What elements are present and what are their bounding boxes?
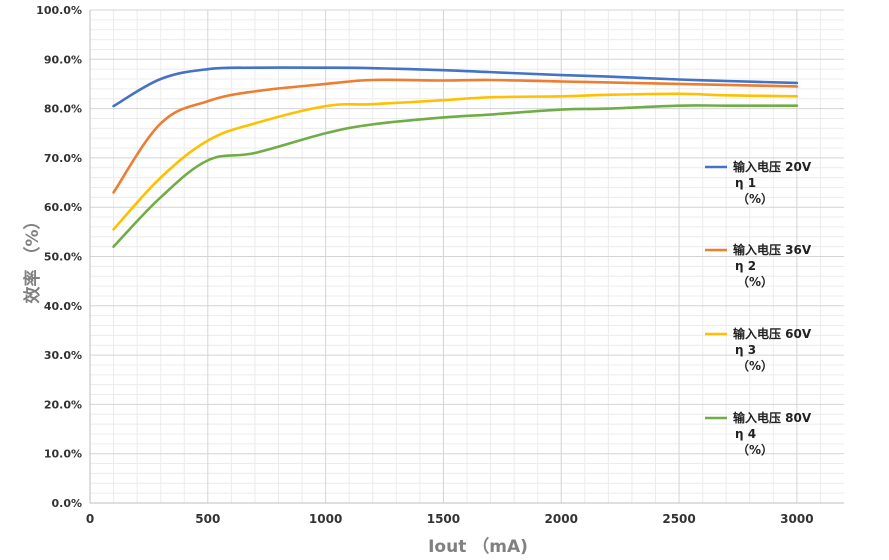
series-line-1 [112, 66, 799, 108]
series-line-2 [112, 78, 799, 194]
legend-sublabel-1: η 1 [735, 176, 756, 190]
x-tick-label: 2500 [662, 512, 695, 526]
y-tick-label: 70.0% [44, 152, 82, 165]
y-tick-label: 20.0% [44, 398, 82, 411]
x-axis-title: Iout （mA) [428, 536, 528, 557]
y-tick-label: 50.0% [44, 251, 82, 264]
x-tick-label: 500 [195, 512, 220, 526]
legend-label-2: 输入电压 36V [733, 242, 812, 257]
legend-unit-4: （%） [737, 442, 773, 457]
y-tick-label: 80.0% [44, 103, 82, 116]
y-tick-label: 10.0% [44, 448, 82, 461]
y-tick-label: 60.0% [44, 201, 82, 214]
x-tick-label: 2000 [545, 512, 578, 526]
y-tick-label: 40.0% [44, 300, 82, 313]
legend-label-1: 输入电压 20V [733, 159, 812, 174]
y-tick-label: 30.0% [44, 349, 82, 362]
legend-unit-2: （%） [737, 274, 773, 289]
legend-sublabel-3: η 3 [735, 343, 756, 357]
legend-label-3: 输入电压 60V [733, 326, 812, 341]
x-tick-label: 1000 [309, 512, 342, 526]
y-axis-title: 效率 （%） [22, 213, 43, 304]
y-tick-label: 0.0% [51, 497, 82, 510]
x-tick-label: 0 [86, 512, 94, 526]
legend-sublabel-4: η 4 [735, 427, 756, 441]
y-tick-label: 90.0% [44, 53, 82, 66]
legend-unit-3: （%） [737, 358, 773, 373]
x-tick-label: 3000 [780, 512, 813, 526]
axes: 0.0% 10.0% 20.0% 30.0% 40.0% 50.0% 60.0% 70.0% 8… [36, 4, 844, 526]
series-lines [112, 66, 799, 248]
y-tick-label: 100.0% [36, 4, 82, 17]
series-line-4 [112, 104, 799, 248]
x-tick-label: 1500 [427, 512, 460, 526]
legend-unit-1: （%） [737, 191, 773, 206]
series-line-3 [112, 92, 799, 231]
legend-sublabel-2: η 2 [735, 259, 756, 273]
legend-label-4: 输入电压 80V [733, 410, 812, 425]
